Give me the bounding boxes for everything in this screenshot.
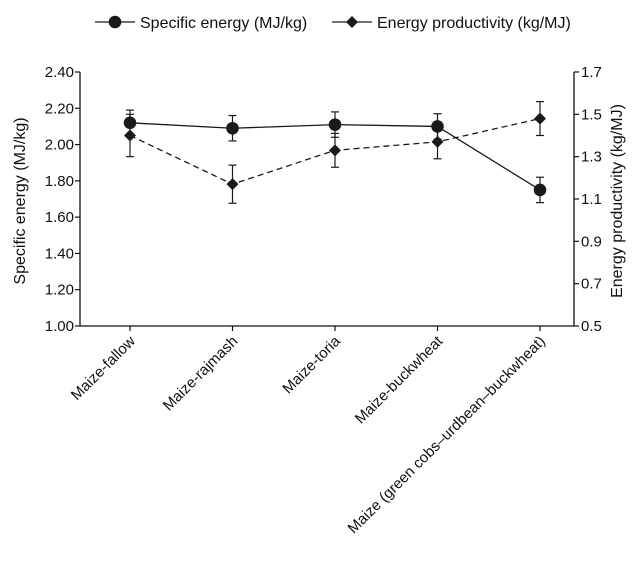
series-point — [226, 178, 239, 191]
y-right-tick-label: 1.7 — [581, 64, 602, 81]
y-right-tick-label: 1.3 — [581, 149, 602, 166]
series-point — [431, 120, 444, 133]
legend-label: Specific energy (MJ/kg) — [140, 15, 307, 32]
series-point — [533, 183, 547, 197]
series-point — [329, 144, 341, 157]
y-left-tick-label: 1.20 — [45, 282, 74, 299]
x-tick-label: Maize-rajmash — [160, 333, 242, 415]
y-left-tick-label: 2.40 — [45, 64, 74, 81]
series-point — [226, 121, 239, 135]
y-right-tick-label: 1.5 — [581, 106, 602, 123]
legend: Specific energy (MJ/kg) Energy productivi… — [95, 15, 571, 32]
axes: 1.00 1.20 1.40 1.60 1.80 2.00 2.20 2.40 0.5 0.7 0.… — [12, 64, 626, 537]
x-tick-label: Maize-toria — [279, 332, 344, 397]
y-axis-left-title: Specific energy (MJ/kg) — [12, 117, 29, 284]
series-point — [123, 116, 137, 130]
x-tick-label: Maize-buckwheat — [352, 332, 447, 427]
y-right-tick-label: 0.7 — [581, 276, 602, 293]
series-point — [534, 112, 546, 125]
y-left-tick-label: 1.60 — [45, 209, 74, 226]
series-point — [328, 118, 342, 131]
legend-item-2: Energy productivity (kg/MJ) — [332, 15, 571, 32]
series-1 — [123, 109, 547, 204]
x-tick-label: Maize-fallow — [68, 333, 139, 404]
x-tick-label: Maize (green cobs–urdbean–buckwheat) — [345, 333, 549, 537]
y-left-tick-label: 1.40 — [45, 245, 74, 262]
y-left-tick-label: 2.20 — [45, 100, 74, 117]
legend-item-1: Specific energy (MJ/kg) — [95, 15, 307, 32]
y-axis-right-title: Energy productivity (kg/MJ) — [609, 104, 626, 298]
y-left-tick-label: 1.80 — [45, 173, 74, 190]
y-left-tick-label: 2.00 — [45, 137, 74, 154]
y-right-tick-label: 1.1 — [581, 191, 602, 208]
series-point — [346, 16, 358, 28]
legend-label: Energy productivity (kg/MJ) — [377, 15, 571, 32]
y-left-tick-label: 1.00 — [45, 318, 74, 335]
series-point — [108, 15, 122, 29]
y-right-tick-label: 0.9 — [581, 233, 602, 250]
y-right-tick-label: 0.5 — [581, 318, 602, 335]
series-layer — [123, 101, 547, 204]
